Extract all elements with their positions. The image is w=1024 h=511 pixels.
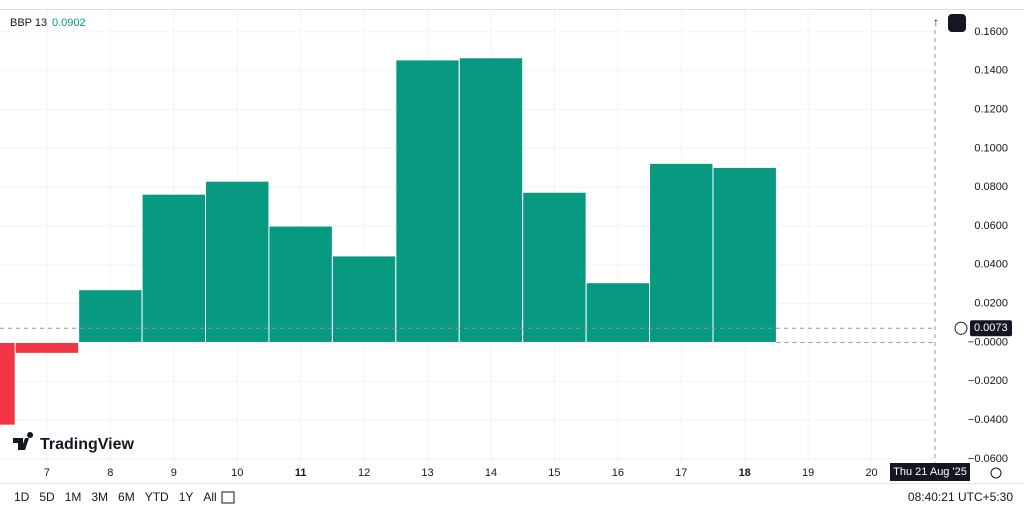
x-tick-label: 15 <box>548 467 560 479</box>
bar <box>522 191 587 343</box>
y-tick-label: −0.0600 <box>968 453 1008 465</box>
calendar-icon[interactable] <box>221 491 235 504</box>
range-button[interactable]: 6M <box>118 490 135 504</box>
y-tick-label: −0.0200 <box>968 375 1008 387</box>
bar <box>331 255 397 343</box>
range-button[interactable]: 1Y <box>179 490 194 504</box>
bar <box>712 166 777 343</box>
range-button[interactable]: 3M <box>91 490 108 504</box>
date-range-icon[interactable] <box>221 491 235 504</box>
x-tick-label: 7 <box>44 467 50 479</box>
x-tick-label: 16 <box>612 467 624 479</box>
range-button[interactable]: YTD <box>145 490 169 504</box>
x-tick-label: 9 <box>171 467 177 479</box>
logo-icon <box>13 432 34 450</box>
settings-icon[interactable] <box>990 467 1002 479</box>
bar <box>141 193 207 343</box>
y-tick-label: 0.1200 <box>974 103 1008 115</box>
y-tick-label: 0.0200 <box>974 298 1008 310</box>
auto-scale-button[interactable] <box>948 14 966 32</box>
bar <box>268 225 333 343</box>
date-label: Thu 21 Aug '25 <box>893 466 967 478</box>
bars <box>0 57 777 426</box>
bar <box>14 341 80 354</box>
logo: TradingView <box>13 432 135 453</box>
x-tick-label: 13 <box>421 467 433 479</box>
add-alert-icon[interactable] <box>954 321 968 335</box>
y-tick-label: −0.0400 <box>968 414 1008 426</box>
bar <box>78 289 143 343</box>
range-button[interactable]: 1D <box>14 490 30 504</box>
y-tick-label: 0.0800 <box>974 181 1008 193</box>
bar <box>205 180 270 343</box>
date-label-box <box>890 463 970 481</box>
bar <box>395 59 460 343</box>
y-tick-label: 0.0400 <box>974 259 1008 271</box>
range-button[interactable]: 1M <box>65 490 82 504</box>
legend-value: 0.0902 <box>52 17 86 29</box>
range-button[interactable]: 5D <box>39 490 55 504</box>
y-tick-label: 0.1400 <box>974 65 1008 77</box>
bar <box>585 282 651 343</box>
x-tick-label: 10 <box>231 467 243 479</box>
legend-label: BBP 13 <box>10 17 47 29</box>
y-tick-label: 0.0600 <box>974 220 1008 232</box>
range-button[interactable]: All <box>203 490 216 504</box>
toolbar: 1D 5D 1M 3M 6M YTD 1Y All <box>14 490 217 504</box>
y-tick-label: −0.0000 <box>968 336 1008 348</box>
x-tick-label: 12 <box>358 467 370 479</box>
bar <box>0 341 16 426</box>
bar <box>649 162 714 343</box>
clock: 08:40:21 UTC+5:30 <box>908 490 1013 504</box>
x-tick-label: 11 <box>295 467 307 479</box>
price-label: 0.0073 <box>974 322 1008 334</box>
x-tick-label: 14 <box>485 467 497 479</box>
x-tick-label: 18 <box>739 467 751 479</box>
bar <box>458 57 524 343</box>
logo-text: TradingView <box>40 436 135 453</box>
y-tick-label: 0.1000 <box>974 142 1008 154</box>
y-tick-label: 0.1600 <box>974 26 1008 38</box>
x-tick-label: 8 <box>107 467 113 479</box>
x-tick-label: 19 <box>802 467 814 479</box>
x-tick-label: 17 <box>675 467 687 479</box>
top-strip <box>0 0 1024 10</box>
x-tick-label: 20 <box>865 467 877 479</box>
scroll-up-icon[interactable]: ↑ <box>933 15 939 29</box>
price-label-box <box>970 320 1012 337</box>
